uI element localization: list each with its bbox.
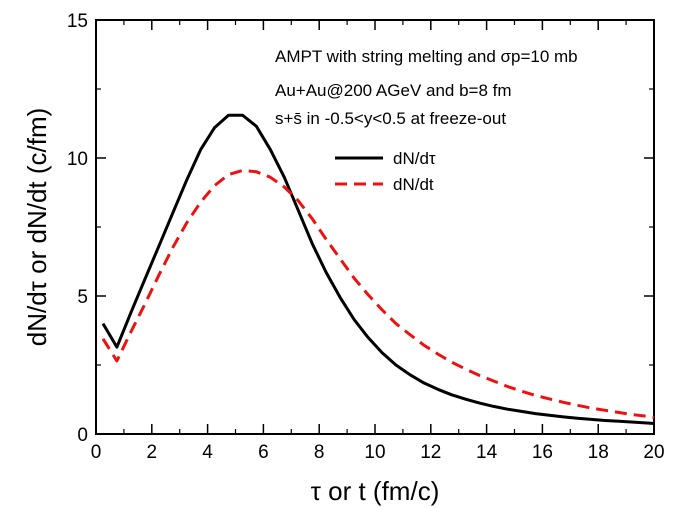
x-tick-label: 2	[147, 442, 158, 463]
x-tick-label: 6	[258, 442, 269, 463]
series-line-dn-dt	[101, 168, 655, 419]
x-tick-label: 8	[314, 442, 325, 463]
annotation-line-1: AMPT with string melting and σp=10 mb	[275, 47, 578, 66]
x-tick-label: 16	[532, 442, 553, 463]
x-tick-label: 14	[476, 442, 498, 463]
series-group	[101, 113, 655, 425]
tick-labels: 0 2 4 6 8 10 12 14 16 18 20 0 5 10 15	[67, 11, 665, 463]
legend-label-dn-dtau: dN/dτ	[393, 149, 436, 168]
annotation-line-3: s+s̄ in -0.5<y<0.5 at freeze-out	[275, 109, 506, 128]
x-axis-title: τ or t (fm/c)	[311, 476, 440, 506]
legend-label-dn-dt: dN/dt	[393, 175, 434, 194]
x-tick-label: 12	[420, 442, 441, 463]
x-tick-label: 4	[202, 442, 213, 463]
y-tick-label: 10	[67, 149, 88, 170]
legend: dN/dτ dN/dt	[335, 149, 436, 194]
x-tick-label: 20	[643, 442, 664, 463]
x-tick-label: 10	[364, 442, 385, 463]
series-line-dn-dtau	[101, 113, 655, 425]
annotation-line-2: Au+Au@200 AGeV and b=8 fm	[275, 81, 512, 100]
y-axis-title: dN/dτ or dN/dt (c/fm)	[22, 108, 52, 347]
axis-ticks	[95, 19, 655, 435]
y-tick-label: 0	[77, 425, 88, 446]
x-tick-label: 0	[91, 442, 102, 463]
x-tick-label: 18	[588, 442, 609, 463]
y-tick-label: 15	[67, 11, 88, 32]
y-tick-label: 5	[77, 287, 88, 308]
